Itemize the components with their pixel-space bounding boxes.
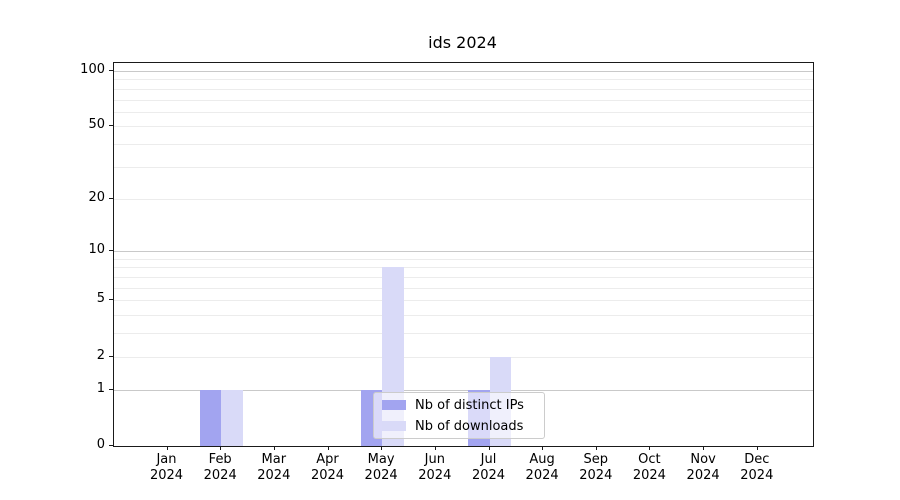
y-gridline [114, 111, 813, 113]
x-tick-mark [273, 446, 275, 450]
x-tick-mark [595, 446, 597, 450]
y-gridline [114, 126, 813, 128]
y-gridline [114, 333, 813, 335]
chart-title: ids 2024 [428, 33, 497, 52]
x-tick-mark [488, 446, 490, 450]
y-tick-label: 50 [88, 117, 105, 133]
x-tick-label: Jul 2024 [471, 452, 506, 483]
x-tick-label: Nov 2024 [686, 452, 720, 483]
y-gridline [114, 144, 813, 146]
x-tick-label: Sep 2024 [579, 452, 613, 483]
legend-label: Nb of downloads [415, 418, 524, 434]
x-tick-mark [220, 446, 222, 450]
y-tick-label: 0 [96, 437, 105, 452]
x-tick-label: Apr 2024 [310, 452, 345, 483]
x-tick-label: Aug 2024 [525, 452, 559, 483]
y-tick-label: 100 [80, 61, 105, 77]
bar-distinct-ips [199, 389, 222, 446]
x-tick-label: May 2024 [364, 452, 398, 483]
y-gridline [114, 88, 813, 90]
y-tick-mark [109, 355, 113, 357]
x-tick-mark [756, 446, 758, 450]
legend: Nb of distinct IPs Nb of downloads [373, 392, 545, 439]
x-tick-mark [381, 446, 383, 450]
y-gridline [114, 267, 813, 269]
y-gridline [114, 79, 813, 81]
y-gridline [114, 198, 813, 200]
y-tick-mark [109, 299, 113, 301]
y-tick-mark [109, 197, 113, 199]
y-gridline [114, 389, 813, 391]
y-tick-label: 5 [96, 291, 105, 307]
legend-item-downloads: Nb of downloads [382, 417, 536, 435]
y-tick-mark [109, 250, 113, 252]
x-tick-mark [703, 446, 705, 450]
plot-area [113, 62, 814, 447]
y-gridline [114, 258, 813, 260]
y-gridline [114, 70, 813, 72]
x-tick-mark [327, 446, 329, 450]
legend-swatch-distinct-ips [382, 400, 406, 410]
x-tick-mark [649, 446, 651, 450]
y-tick-label: 2 [96, 347, 105, 363]
legend-item-distinct-ips: Nb of distinct IPs [382, 396, 536, 414]
x-tick-label: Jan 2024 [149, 452, 184, 483]
legend-swatch-downloads [382, 421, 406, 431]
y-tick-mark [109, 69, 113, 71]
y-gridline [114, 315, 813, 317]
y-tick-mark [109, 388, 113, 390]
y-tick-label: 1 [96, 380, 105, 396]
y-tick-mark [109, 445, 113, 446]
x-tick-label: Jun 2024 [418, 452, 452, 483]
y-tick-mark [109, 125, 113, 127]
y-gridline [114, 251, 813, 253]
x-tick-label: Feb 2024 [203, 452, 237, 483]
x-tick-label: Dec 2024 [740, 452, 774, 483]
y-gridline [114, 166, 813, 168]
bar-downloads [221, 389, 243, 446]
y-gridline [114, 99, 813, 101]
x-tick-mark [166, 446, 168, 450]
y-gridline [114, 356, 813, 358]
x-tick-mark [434, 446, 436, 450]
y-gridline [114, 300, 813, 302]
legend-label: Nb of distinct IPs [415, 397, 524, 413]
y-gridline [114, 277, 813, 278]
x-tick-label: Oct 2024 [632, 452, 666, 483]
y-tick-label: 20 [88, 189, 105, 205]
x-tick-mark [542, 446, 544, 450]
x-tick-label: Mar 2024 [257, 452, 291, 483]
y-tick-label: 10 [88, 242, 105, 258]
y-gridline [114, 287, 813, 289]
